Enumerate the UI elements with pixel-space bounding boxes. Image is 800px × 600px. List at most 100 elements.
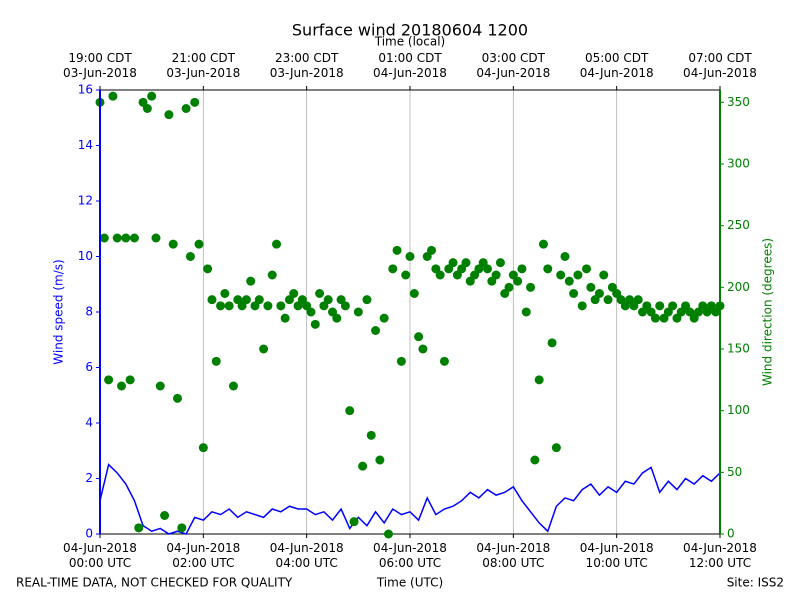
direction-point <box>272 239 282 249</box>
direction-point <box>345 406 355 416</box>
direction-point <box>427 245 437 255</box>
direction-point <box>224 301 234 311</box>
x2-tick-label: 05:00 CDT 04-Jun-2018 <box>579 51 654 80</box>
direction-point <box>409 289 419 298</box>
direction-point <box>594 289 604 298</box>
direction-point <box>526 282 536 292</box>
x-tick-label: 04-Jun-2018 06:00 UTC <box>373 541 447 570</box>
direction-point <box>306 307 316 317</box>
direction-point <box>396 356 406 366</box>
direction-point <box>349 517 359 527</box>
direction-point <box>125 375 135 385</box>
direction-point <box>560 252 570 261</box>
direction-point <box>190 97 200 107</box>
direction-point <box>439 356 449 366</box>
direction-point <box>388 264 398 274</box>
y2-tick-label: 250 <box>727 218 750 232</box>
direction-point <box>517 264 527 274</box>
x2-tick-label: 19:00 CDT 03-Jun-2018 <box>63 51 137 80</box>
direction-point <box>358 461 368 471</box>
direction-point <box>603 295 613 305</box>
x2-tick-label: 21:00 CDT 03-Jun-2018 <box>166 51 241 80</box>
direction-point <box>366 430 376 440</box>
direction-point <box>448 258 458 268</box>
footer-note: REAL-TIME DATA, NOT CHECKED FOR QUALITY <box>16 576 293 590</box>
direction-point <box>461 258 471 268</box>
direction-point <box>375 455 385 465</box>
direction-point <box>315 289 325 298</box>
direction-point <box>401 270 411 280</box>
x2-tick-label: 01:00 CDT 04-Jun-2018 <box>373 51 447 80</box>
direction-point <box>216 301 226 311</box>
direction-point <box>599 270 609 280</box>
direction-point <box>246 276 256 286</box>
direction-point <box>177 523 187 533</box>
direction-point <box>586 282 596 292</box>
direction-point <box>405 252 415 261</box>
direction-point <box>108 91 118 101</box>
direction-point <box>362 295 372 305</box>
direction-point <box>263 301 273 311</box>
x2-tick-label: 03:00 CDT 04-Jun-2018 <box>476 51 551 80</box>
direction-point <box>99 233 109 243</box>
direction-point <box>185 252 195 261</box>
y2-tick-label: 350 <box>727 95 750 109</box>
x-axis-label: Time (UTC) <box>376 576 443 590</box>
direction-point <box>504 282 514 292</box>
x-tick-label: 04-Jun-2018 02:00 UTC <box>166 541 241 570</box>
direction-point <box>129 233 139 243</box>
direction-point <box>117 381 127 391</box>
direction-point <box>551 443 561 453</box>
direction-point <box>371 326 381 335</box>
direction-point <box>198 443 208 453</box>
direction-point <box>280 313 290 323</box>
direction-point <box>353 307 363 317</box>
direction-point <box>112 233 122 243</box>
direction-point <box>538 239 548 249</box>
direction-point <box>228 381 238 391</box>
y-tick-label: 4 <box>85 416 93 430</box>
direction-point <box>211 356 221 366</box>
direction-point <box>573 270 583 280</box>
direction-point <box>259 344 269 354</box>
y-tick-label: 6 <box>85 360 93 374</box>
direction-point <box>147 91 157 101</box>
x-tick-label: 04-Jun-2018 10:00 UTC <box>579 541 654 570</box>
direction-point <box>142 104 152 113</box>
direction-point <box>418 344 428 354</box>
x2-axis-label: Time (local) <box>374 35 446 49</box>
direction-point <box>569 289 579 298</box>
y2-tick-label: 0 <box>727 527 735 541</box>
x-tick-label: 04-Jun-2018 04:00 UTC <box>269 541 344 570</box>
direction-point <box>379 313 389 323</box>
direction-point <box>276 301 286 311</box>
direction-point <box>650 313 660 323</box>
direction-point <box>435 270 445 280</box>
direction-point <box>547 338 557 348</box>
y2-tick-label: 300 <box>727 157 750 171</box>
site-label: Site: ISS2 <box>727 576 784 590</box>
direction-point <box>534 375 544 385</box>
direction-point <box>530 455 540 465</box>
direction-point <box>173 393 182 403</box>
direction-point <box>241 295 251 305</box>
y-tick-label: 2 <box>85 471 93 485</box>
direction-point <box>207 295 217 305</box>
direction-point <box>521 307 531 317</box>
direction-point <box>121 233 131 243</box>
direction-point <box>203 264 213 274</box>
direction-point <box>151 233 161 243</box>
direction-point <box>577 301 587 311</box>
direction-point <box>220 289 230 298</box>
y2-axis-label: Wind direction (degrees) <box>761 238 775 386</box>
x2-tick-label: 23:00 CDT 03-Jun-2018 <box>269 51 344 80</box>
direction-point <box>513 276 523 286</box>
direction-point <box>134 523 144 533</box>
direction-point <box>633 295 643 305</box>
direction-point <box>168 239 178 249</box>
direction-point <box>323 295 333 305</box>
direction-point <box>310 319 320 329</box>
direction-point <box>564 276 574 286</box>
direction-point <box>104 375 114 385</box>
